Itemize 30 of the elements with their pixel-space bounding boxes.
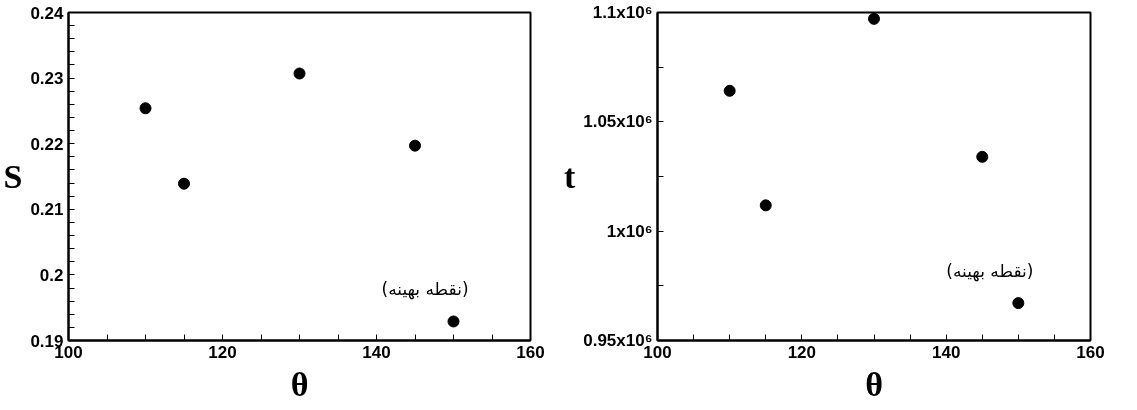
y-tick-label: 0.22 bbox=[30, 134, 64, 154]
y-tick-label: 0.2 bbox=[39, 265, 64, 285]
y-axis-title: t bbox=[563, 158, 576, 195]
point bbox=[178, 177, 190, 190]
y-tick-label: 1x10⁶ bbox=[606, 221, 653, 241]
x-tick-label: 140 bbox=[931, 342, 961, 362]
point bbox=[139, 102, 152, 115]
x-tick-label: 160 bbox=[1076, 342, 1105, 362]
point bbox=[723, 84, 736, 97]
y-axis-title: S bbox=[3, 158, 23, 195]
x-tick-label: 140 bbox=[362, 342, 391, 362]
point bbox=[759, 199, 772, 212]
y-tick-label: 1.1x10⁶ bbox=[592, 3, 653, 22]
point bbox=[293, 67, 306, 80]
point bbox=[976, 150, 989, 163]
x-axis-title: θ bbox=[290, 365, 309, 403]
y-tick-label: 0.24 bbox=[30, 3, 65, 23]
point bbox=[409, 139, 421, 152]
annotation: (نقطه بهینه) bbox=[381, 279, 469, 301]
y-tick-label: 0.21 bbox=[30, 200, 64, 220]
point bbox=[1012, 297, 1025, 310]
y-tick-label: 1.05x10⁶ bbox=[583, 112, 653, 132]
point bbox=[868, 12, 880, 25]
x-tick-label: 160 bbox=[516, 342, 545, 362]
x-tick-label: 120 bbox=[208, 342, 237, 362]
point bbox=[447, 315, 460, 328]
annotation: (نقطه بهینه) bbox=[946, 261, 1034, 283]
y-tick-label: 0.23 bbox=[30, 69, 64, 89]
x-tick-label: 120 bbox=[787, 342, 817, 362]
x-axis-title: θ bbox=[865, 365, 883, 403]
